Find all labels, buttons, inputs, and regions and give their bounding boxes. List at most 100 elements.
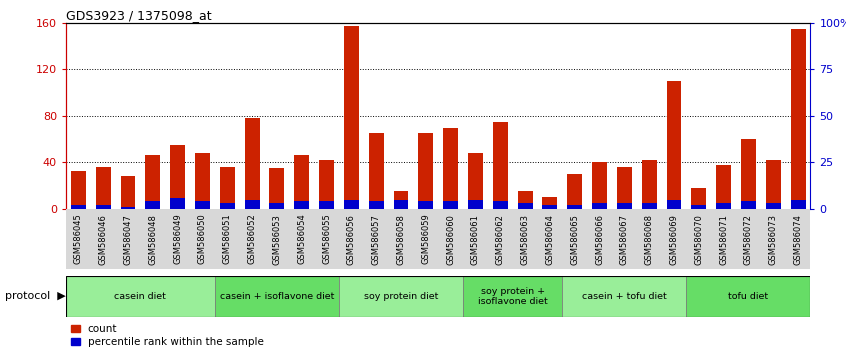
Text: GSM586062: GSM586062 xyxy=(496,214,505,264)
Text: GSM586053: GSM586053 xyxy=(272,214,282,264)
Bar xyxy=(468,200,483,209)
Bar xyxy=(667,81,681,209)
Bar xyxy=(592,203,607,209)
Text: casein diet: casein diet xyxy=(114,292,167,301)
Text: GSM586060: GSM586060 xyxy=(446,214,455,264)
Bar xyxy=(419,133,433,209)
Text: GSM586048: GSM586048 xyxy=(148,214,157,264)
Bar xyxy=(195,201,210,209)
Text: GSM586065: GSM586065 xyxy=(570,214,580,264)
Bar xyxy=(741,201,755,209)
Bar xyxy=(766,203,781,209)
Text: GSM586058: GSM586058 xyxy=(397,214,405,264)
Text: GSM586056: GSM586056 xyxy=(347,214,356,264)
Bar xyxy=(617,167,632,209)
Text: GSM586049: GSM586049 xyxy=(173,214,182,264)
Bar xyxy=(791,200,805,209)
Text: GSM586071: GSM586071 xyxy=(719,214,728,264)
Bar xyxy=(468,153,483,209)
Text: GSM586045: GSM586045 xyxy=(74,214,83,264)
Bar xyxy=(71,171,85,209)
Bar xyxy=(369,201,383,209)
Bar xyxy=(393,192,409,209)
Bar xyxy=(146,155,160,209)
Bar xyxy=(463,276,563,317)
Bar xyxy=(717,203,731,209)
Text: protocol  ▶: protocol ▶ xyxy=(5,291,66,302)
Text: GSM586046: GSM586046 xyxy=(99,214,107,264)
Text: GSM586067: GSM586067 xyxy=(620,214,629,265)
Text: GSM586057: GSM586057 xyxy=(371,214,381,264)
Bar xyxy=(319,160,334,209)
Bar xyxy=(443,201,458,209)
Bar xyxy=(563,276,686,317)
Bar xyxy=(393,200,409,209)
Bar xyxy=(419,201,433,209)
Bar xyxy=(617,203,632,209)
Bar xyxy=(220,203,234,209)
Bar xyxy=(244,118,260,209)
Bar xyxy=(71,205,85,209)
Bar xyxy=(542,197,558,209)
Bar xyxy=(568,205,582,209)
Text: GSM586059: GSM586059 xyxy=(421,214,431,264)
Text: GSM586047: GSM586047 xyxy=(124,214,133,264)
Bar xyxy=(766,160,781,209)
Bar xyxy=(443,127,458,209)
Bar xyxy=(270,203,284,209)
Text: GSM586054: GSM586054 xyxy=(297,214,306,264)
Text: GSM586072: GSM586072 xyxy=(744,214,753,264)
Bar xyxy=(344,27,359,209)
Bar xyxy=(493,201,508,209)
Bar xyxy=(96,205,111,209)
Legend: count, percentile rank within the sample: count, percentile rank within the sample xyxy=(71,324,264,347)
Text: soy protein diet: soy protein diet xyxy=(364,292,438,301)
Text: GSM586074: GSM586074 xyxy=(794,214,803,264)
Bar xyxy=(691,205,706,209)
Text: GSM586055: GSM586055 xyxy=(322,214,331,264)
Bar xyxy=(215,276,339,317)
Text: GSM586063: GSM586063 xyxy=(520,214,530,265)
Text: GSM586051: GSM586051 xyxy=(222,214,232,264)
Bar xyxy=(592,162,607,209)
Text: GSM586061: GSM586061 xyxy=(471,214,480,264)
Bar xyxy=(121,207,135,209)
Text: GSM586064: GSM586064 xyxy=(546,214,554,264)
Bar xyxy=(691,188,706,209)
Bar xyxy=(170,198,185,209)
Bar xyxy=(642,203,656,209)
Text: casein + isoflavone diet: casein + isoflavone diet xyxy=(220,292,334,301)
Text: GSM586050: GSM586050 xyxy=(198,214,207,264)
Bar xyxy=(717,165,731,209)
Bar xyxy=(319,201,334,209)
Bar xyxy=(369,133,383,209)
Bar xyxy=(791,29,805,209)
Text: GDS3923 / 1375098_at: GDS3923 / 1375098_at xyxy=(66,9,212,22)
Bar xyxy=(686,276,810,317)
Text: GSM586052: GSM586052 xyxy=(248,214,256,264)
Text: GSM586066: GSM586066 xyxy=(595,214,604,265)
Bar xyxy=(493,122,508,209)
Bar xyxy=(518,192,532,209)
Text: GSM586070: GSM586070 xyxy=(695,214,703,264)
Bar xyxy=(741,139,755,209)
Bar xyxy=(66,276,215,317)
Text: GSM586069: GSM586069 xyxy=(669,214,678,264)
Bar xyxy=(568,174,582,209)
Text: tofu diet: tofu diet xyxy=(728,292,768,301)
Bar xyxy=(667,200,681,209)
Bar xyxy=(96,167,111,209)
Bar xyxy=(294,155,309,209)
Bar xyxy=(270,168,284,209)
Bar xyxy=(642,160,656,209)
Bar xyxy=(146,201,160,209)
Text: GSM586068: GSM586068 xyxy=(645,214,654,265)
Bar xyxy=(294,201,309,209)
Bar xyxy=(339,276,463,317)
Text: GSM586073: GSM586073 xyxy=(769,214,777,265)
Bar xyxy=(542,205,558,209)
Bar xyxy=(121,176,135,209)
Bar xyxy=(220,167,234,209)
Text: casein + tofu diet: casein + tofu diet xyxy=(582,292,667,301)
Bar xyxy=(170,145,185,209)
